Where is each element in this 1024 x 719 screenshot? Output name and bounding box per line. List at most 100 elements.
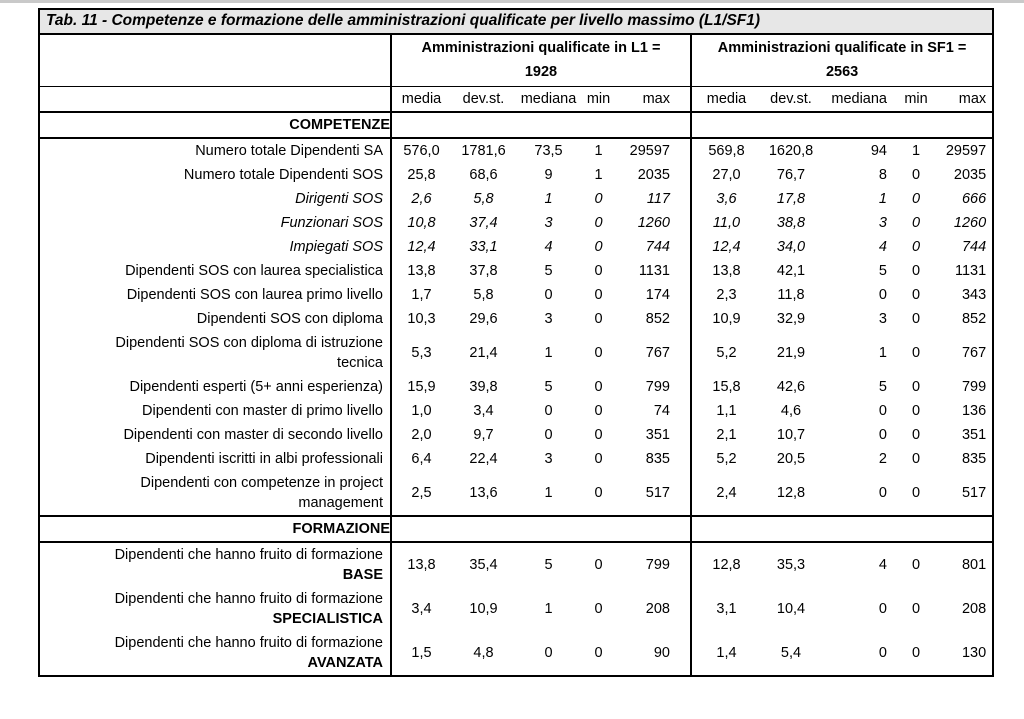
data-cell: 0 <box>544 427 553 443</box>
data-cell: 4,8 <box>473 645 494 661</box>
data-cell: 0 <box>911 215 921 231</box>
group-header-row: Amministrazioni qualificate in L1 = 1928… <box>39 34 994 87</box>
data-cell: 1,4 <box>690 631 761 676</box>
table-row: Dirigenti SOS 2,6 5,8 1 0 117 3,6 17,8 1 0 666 <box>39 187 993 211</box>
data-cell: 0 <box>911 287 921 303</box>
table-row: Funzionari SOS 10,8 37,4 3 0 1260 11,0 38,8 3 0 12… <box>39 211 993 235</box>
data-cell: 1131 <box>954 263 987 279</box>
table-row: Impiegati SOS 12,4 33,1 4 0 744 12,4 34,0 4 0 744 <box>39 235 993 259</box>
data-cell: 33,1 <box>469 239 498 255</box>
table-row: Numero totale Dipendenti SOS 25,8 68,6 9 1 20… <box>39 163 993 187</box>
section-header-row: FORMAZIONE <box>39 515 994 543</box>
data-cell: 0 <box>911 167 921 183</box>
data-cell: 0 <box>911 645 921 661</box>
data-cell: 1 <box>544 485 553 501</box>
data-cell: 0 <box>878 427 887 443</box>
row-label: Dipendenti con master di secondo livello <box>39 423 392 447</box>
data-cell: 343 <box>961 287 987 303</box>
data-cell: 5 <box>878 263 887 279</box>
data-cell: 0 <box>594 287 603 303</box>
data-cell: 5,8 <box>473 191 494 207</box>
data-cell: 852 <box>645 311 670 327</box>
data-cell: 1 <box>544 191 553 207</box>
data-cell: 74 <box>653 403 670 419</box>
data-cell: 0 <box>911 427 921 443</box>
data-cell: 1 <box>911 143 921 159</box>
data-cell: 5 <box>544 263 553 279</box>
data-cell: 1260 <box>953 215 987 231</box>
data-cell: 10,3 <box>390 307 451 331</box>
row-label: Dipendenti esperti (5+ anni esperienza) <box>39 375 392 399</box>
data-cell: 0 <box>594 215 603 231</box>
data-cell: 0 <box>911 379 921 395</box>
group-header-sf1: Amministrazioni qualificate in SF1 = 256… <box>689 34 994 87</box>
row-label: Funzionari SOS <box>39 211 392 235</box>
data-cell: 0 <box>544 403 553 419</box>
data-cell: 744 <box>645 239 670 255</box>
data-cell: 5,3 <box>390 331 451 375</box>
data-cell: 10,4 <box>776 601 806 617</box>
data-cell: 13,8 <box>390 542 451 587</box>
data-cell: 5,8 <box>473 287 494 303</box>
row-label: Dirigenti SOS <box>39 187 392 211</box>
data-cell: 27,0 <box>690 163 761 187</box>
data-cell: 1131 <box>638 263 670 279</box>
data-cell: 1,5 <box>390 631 451 676</box>
data-cell: 0 <box>594 191 603 207</box>
data-cell: 29,6 <box>469 311 498 327</box>
data-cell: 10,9 <box>690 307 761 331</box>
row-label: Dipendenti che hanno fruito di formazion… <box>39 542 392 587</box>
data-cell: 10,7 <box>776 427 806 443</box>
data-cell: 6,4 <box>390 447 451 471</box>
stat-header-max-l1: max <box>616 86 691 113</box>
stat-header-mediana-sf1: mediana <box>821 86 891 113</box>
data-cell: 13,8 <box>390 259 451 283</box>
data-cell: 744 <box>961 239 987 255</box>
data-cell: 1 <box>544 345 553 361</box>
data-cell: 130 <box>961 645 987 661</box>
row-label: Numero totale Dipendenti SA <box>39 138 392 163</box>
data-cell: 767 <box>645 345 670 361</box>
section-header-empty-cell <box>390 515 691 543</box>
data-cell: 15,9 <box>390 375 451 399</box>
section-header-empty-cell <box>689 111 994 139</box>
data-cell: 5,2 <box>690 447 761 471</box>
data-cell: 9 <box>544 167 553 183</box>
table-row: Dipendenti esperti (5+ anni esperienza) 1… <box>39 375 993 399</box>
data-cell: 12,4 <box>390 235 451 259</box>
data-cell: 9,7 <box>473 427 494 443</box>
data-cell: 37,4 <box>469 215 498 231</box>
data-cell: 0 <box>911 557 921 573</box>
data-cell: 0 <box>911 345 921 361</box>
data-cell: 3 <box>878 215 887 231</box>
data-cell: 5,2 <box>690 331 761 375</box>
data-cell: 351 <box>961 427 987 443</box>
data-cell: 799 <box>645 557 670 573</box>
data-cell: 2 <box>878 451 887 467</box>
group-header-l1-line1: Amministrazioni qualificate in L1 = <box>421 40 661 56</box>
data-cell: 42,6 <box>776 379 806 395</box>
table-row: Dipendenti SOS con diploma di istruzione… <box>39 331 993 375</box>
table-row: Dipendenti che hanno fruito di formazion… <box>39 631 993 676</box>
table-row: Dipendenti con master di primo livello 1,… <box>39 399 993 423</box>
data-cell: 666 <box>961 191 987 207</box>
data-cell: 2035 <box>637 167 670 183</box>
data-cell: 5 <box>544 557 553 573</box>
data-cell: 2,0 <box>390 423 451 447</box>
data-cell: 39,8 <box>469 379 498 395</box>
data-cell: 136 <box>961 403 987 419</box>
data-cell: 0 <box>594 345 603 361</box>
stat-header-mediana-l1: mediana <box>516 86 581 113</box>
data-cell: 4 <box>878 557 887 573</box>
stat-header-max-sf1: max <box>941 86 994 113</box>
data-cell: 0 <box>878 485 887 501</box>
data-cell: 0 <box>594 379 603 395</box>
data-cell: 94 <box>870 143 887 159</box>
data-cell: 576,0 <box>390 138 451 163</box>
data-cell: 68,6 <box>469 167 498 183</box>
data-cell: 2,1 <box>690 423 761 447</box>
row-label: Dipendenti SOS con diploma di istruzione… <box>39 331 392 375</box>
data-cell: 5 <box>878 379 887 395</box>
data-cell: 0 <box>594 263 603 279</box>
